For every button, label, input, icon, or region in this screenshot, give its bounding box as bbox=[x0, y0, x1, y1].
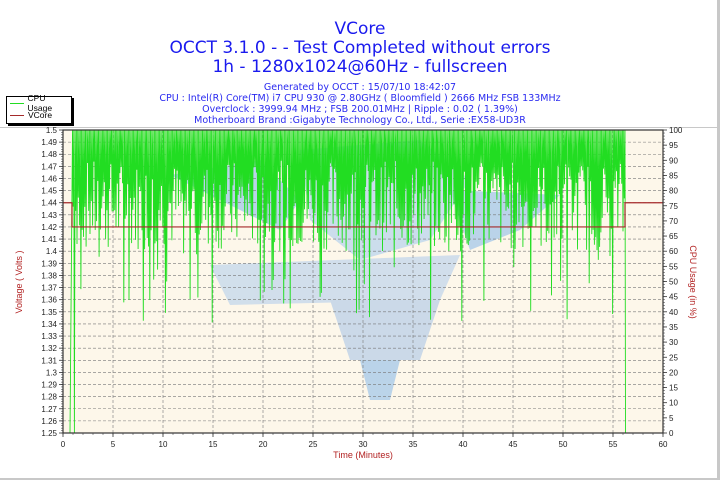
y2-tick-label: 25 bbox=[669, 353, 678, 362]
y-tick-label: 1.38 bbox=[41, 271, 57, 280]
axes: 1.25 1.26 1.27 1.28 1.29 1.3 1.31 1.32 1.33 1.34 1… bbox=[41, 126, 682, 449]
x-tick-label: 45 bbox=[509, 440, 518, 449]
y2-tick-label: 75 bbox=[669, 202, 678, 211]
chart-title: VCore bbox=[334, 19, 386, 39]
y-tick-label: 1.37 bbox=[41, 284, 57, 293]
y-tick-label: 1.35 bbox=[41, 308, 57, 317]
y-tick-label: 1.43 bbox=[41, 211, 57, 220]
series-lines bbox=[63, 129, 663, 434]
x-tick-label: 55 bbox=[609, 440, 618, 449]
frame-top-divider bbox=[0, 127, 720, 128]
y2-tick-label: 0 bbox=[669, 429, 674, 438]
y2-tick-label: 95 bbox=[669, 141, 678, 150]
y-tick-label: 1.44 bbox=[41, 199, 57, 208]
x-tick-label: 5 bbox=[111, 440, 116, 449]
y2-tick-label: 90 bbox=[669, 156, 678, 165]
vcore-line bbox=[63, 202, 663, 228]
y-tick-label: 1.3 bbox=[46, 368, 58, 377]
y-tick-label: 1.4 bbox=[46, 247, 58, 256]
y-tick-label: 1.34 bbox=[41, 320, 57, 329]
legend-swatch-cpu-usage bbox=[10, 102, 24, 104]
y-tick-label: 1.36 bbox=[41, 296, 57, 305]
chart-subtitle-test-status: OCCT 3.1.0 - - Test Completed without er… bbox=[169, 38, 551, 58]
y2-tick-label: 55 bbox=[669, 262, 678, 271]
y-tick-label: 1.31 bbox=[41, 356, 57, 365]
chart-subtitle-mode: 1h - 1280x1024@60Hz - fullscreen bbox=[212, 57, 508, 77]
legend-item-vcore: VCore bbox=[7, 109, 71, 121]
x-tick-label: 40 bbox=[459, 440, 468, 449]
legend-item-cpu-usage: CPU Usage bbox=[7, 93, 71, 113]
y-tick-label: 1.25 bbox=[41, 429, 57, 438]
x-tick-label: 30 bbox=[359, 440, 368, 449]
x-tick-label: 15 bbox=[209, 440, 218, 449]
y-tick-label: 1.49 bbox=[41, 138, 57, 147]
legend-swatch-vcore bbox=[10, 114, 24, 116]
y-tick-label: 1.46 bbox=[41, 174, 57, 183]
frame-right-divider bbox=[717, 0, 720, 480]
x-tick-label: 10 bbox=[159, 440, 168, 449]
info-motherboard: Motherboard Brand :Gigabyte Technology C… bbox=[194, 115, 526, 126]
y2-tick-label: 10 bbox=[669, 399, 678, 408]
x-tick-label: 25 bbox=[309, 440, 318, 449]
y2-tick-label: 60 bbox=[669, 247, 678, 256]
y2-tick-label: 15 bbox=[669, 384, 678, 393]
y-tick-label: 1.39 bbox=[41, 259, 57, 268]
y2-tick-label: 70 bbox=[669, 217, 678, 226]
info-cpu: CPU : Intel(R) Core(TM) i7 CPU 930 @ 2.8… bbox=[159, 93, 561, 104]
y-tick-label: 1.47 bbox=[41, 162, 57, 171]
y-tick-label: 1.45 bbox=[41, 187, 57, 196]
x-tick-label: 50 bbox=[559, 440, 568, 449]
y-tick-label: 1.29 bbox=[41, 381, 57, 390]
y2-tick-label: 20 bbox=[669, 368, 678, 377]
y2-tick-label: 45 bbox=[669, 293, 678, 302]
x-axis-label: Time (Minutes) bbox=[333, 450, 393, 460]
y2-axis-label: CPU Usage (in %) bbox=[688, 245, 698, 319]
y2-tick-label: 35 bbox=[669, 323, 678, 332]
y-tick-label: 1.42 bbox=[41, 223, 57, 232]
y-tick-label: 1.28 bbox=[41, 393, 57, 402]
y-tick-label: 1.41 bbox=[41, 235, 57, 244]
y2-tick-label: 100 bbox=[669, 126, 683, 135]
y2-tick-label: 50 bbox=[669, 278, 678, 287]
y2-tick-label: 80 bbox=[669, 187, 678, 196]
y2-tick-label: 85 bbox=[669, 171, 678, 180]
info-generated: Generated by OCCT : 15/07/10 18:42:07 bbox=[263, 82, 457, 93]
chart-legend: CPU Usage VCore bbox=[6, 93, 72, 124]
y-axis-label: Voltage ( Volts ) bbox=[14, 250, 24, 313]
y-tick-label: 1.26 bbox=[41, 417, 57, 426]
y-tick-label: 1.48 bbox=[41, 150, 57, 159]
y-tick-label: 1.33 bbox=[41, 332, 57, 341]
x-tick-label: 20 bbox=[259, 440, 268, 449]
x-tick-label: 35 bbox=[409, 440, 418, 449]
y-tick-label: 1.5 bbox=[46, 126, 58, 135]
y2-tick-label: 5 bbox=[669, 414, 674, 423]
x-tick-label: 0 bbox=[61, 440, 66, 449]
y-tick-label: 1.27 bbox=[41, 405, 57, 414]
y2-tick-label: 30 bbox=[669, 338, 678, 347]
frame-bottom-divider bbox=[0, 478, 720, 480]
y2-tick-label: 40 bbox=[669, 308, 678, 317]
x-tick-label: 60 bbox=[659, 440, 668, 449]
y-tick-label: 1.32 bbox=[41, 344, 57, 353]
cpu-usage-line bbox=[63, 129, 663, 434]
info-overclock: Overclock : 3999.94 MHz ; FSB 200.01MHz … bbox=[202, 104, 518, 115]
y2-tick-label: 65 bbox=[669, 232, 678, 241]
legend-label-cpu-usage: CPU Usage bbox=[27, 93, 53, 113]
legend-label-vcore: VCore bbox=[28, 110, 53, 120]
